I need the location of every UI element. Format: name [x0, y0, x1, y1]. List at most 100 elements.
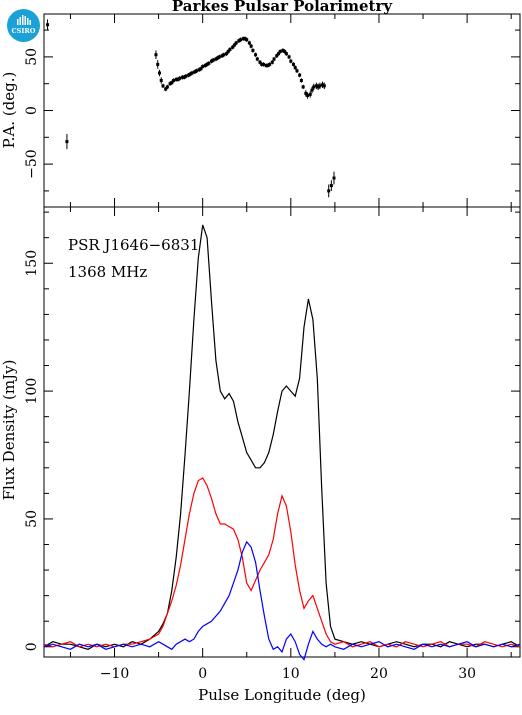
pa-point: [281, 48, 285, 53]
pa-axis-label: P.A. (deg.): [0, 72, 18, 149]
pa-point: [260, 62, 264, 67]
pa-point: [199, 66, 203, 71]
pa-point: [308, 91, 312, 98]
pa-point: [270, 60, 274, 65]
pa-point: [168, 81, 172, 86]
pa-point: [172, 78, 176, 83]
flux-tick-label: 50: [24, 510, 40, 528]
pa-tick-label: −50: [24, 149, 40, 179]
pa-point: [217, 54, 221, 60]
flux-tick-label: 100: [24, 378, 40, 405]
pa-point: [65, 134, 69, 150]
pa-point: [254, 52, 258, 57]
pa-point: [224, 51, 228, 56]
pa-point: [272, 56, 276, 62]
pa-point: [182, 75, 186, 80]
pa-point: [301, 84, 305, 90]
pa-point: [321, 81, 325, 88]
flux-panel-marks: [43, 224, 521, 661]
flux-panel-axes: −10 0 10 20 30 0 50 100 150: [24, 207, 520, 682]
pa-point: [332, 171, 336, 185]
pa-point: [226, 49, 230, 54]
pa-point: [188, 71, 192, 77]
pa-point: [284, 51, 288, 56]
x-tick-label: 10: [282, 666, 300, 682]
pa-point: [231, 45, 235, 50]
pa-point: [194, 68, 198, 73]
pa-point: [327, 184, 331, 198]
pa-point: [268, 62, 272, 67]
logo-bars-icon: [17, 15, 31, 25]
pa-point: [237, 38, 241, 43]
pa-tick-label: 50: [24, 48, 40, 66]
flux-axis-label: Flux Density (mJy): [0, 360, 18, 501]
pa-point: [239, 37, 243, 42]
pa-point: [178, 76, 182, 81]
pa-point: [228, 47, 232, 52]
pa-point: [316, 83, 320, 91]
pa-point: [187, 72, 191, 78]
x-tick-label: 30: [458, 666, 476, 682]
pa-point: [216, 55, 220, 61]
logo-circle: [7, 9, 40, 42]
pa-point: [232, 42, 236, 48]
pa-panel-marks: [46, 19, 336, 198]
pa-point: [211, 57, 215, 63]
pa-point: [222, 52, 226, 57]
logo-text: CSIRO: [12, 27, 36, 35]
pa-point: [176, 77, 180, 82]
pa-point: [220, 53, 224, 58]
pa-point: [190, 70, 194, 76]
x-axis-label: Pulse Longitude (deg): [198, 686, 366, 704]
pa-point: [278, 49, 282, 54]
pa-point: [180, 75, 184, 80]
pa-point: [159, 77, 163, 84]
chart-title: Parkes Pulsar Polarimetry: [172, 0, 393, 15]
pa-point: [205, 62, 209, 67]
pa-point: [287, 54, 291, 60]
pa-point: [261, 62, 265, 67]
pa-point: [275, 53, 279, 58]
pa-point: [164, 86, 168, 92]
pa-panel-frame: [43, 13, 521, 208]
pa-point: [258, 60, 262, 65]
pa-point: [304, 90, 308, 97]
pa-point: [255, 56, 259, 62]
pa-point: [234, 40, 238, 46]
pa-point: [295, 68, 299, 73]
flux-tick-label: 150: [24, 250, 40, 277]
pa-point: [329, 180, 333, 191]
pa-point: [174, 77, 178, 82]
pa-point: [291, 62, 295, 67]
pa-point: [310, 86, 314, 94]
pa-point: [165, 84, 169, 90]
pa-point: [207, 61, 211, 66]
pa-point: [203, 63, 207, 68]
pa-point: [276, 51, 280, 56]
pa-point: [245, 37, 249, 42]
pa-point: [170, 80, 174, 85]
flux-tick-label: 0: [24, 642, 40, 651]
flux-series-line: [43, 540, 521, 661]
pa-point: [161, 83, 165, 88]
flux-series-line: [43, 477, 521, 648]
pa-point: [214, 56, 218, 62]
pa-point: [209, 59, 213, 64]
pa-point: [156, 60, 160, 69]
pa-tick-label: 0: [24, 106, 40, 115]
x-tick-label: 0: [198, 666, 207, 682]
pa-point: [266, 63, 270, 68]
pa-point: [184, 74, 188, 79]
pa-point: [247, 40, 251, 46]
pulsar-name-annotation: PSR J1646−6831: [68, 236, 199, 254]
x-tick-label: −10: [100, 666, 130, 682]
pa-point: [264, 63, 268, 68]
pa-point: [298, 72, 302, 78]
pa-point: [314, 82, 318, 90]
flux-series-line: [43, 224, 521, 650]
pa-point: [201, 64, 205, 69]
pa-point: [241, 36, 245, 41]
pa-point: [306, 92, 310, 99]
